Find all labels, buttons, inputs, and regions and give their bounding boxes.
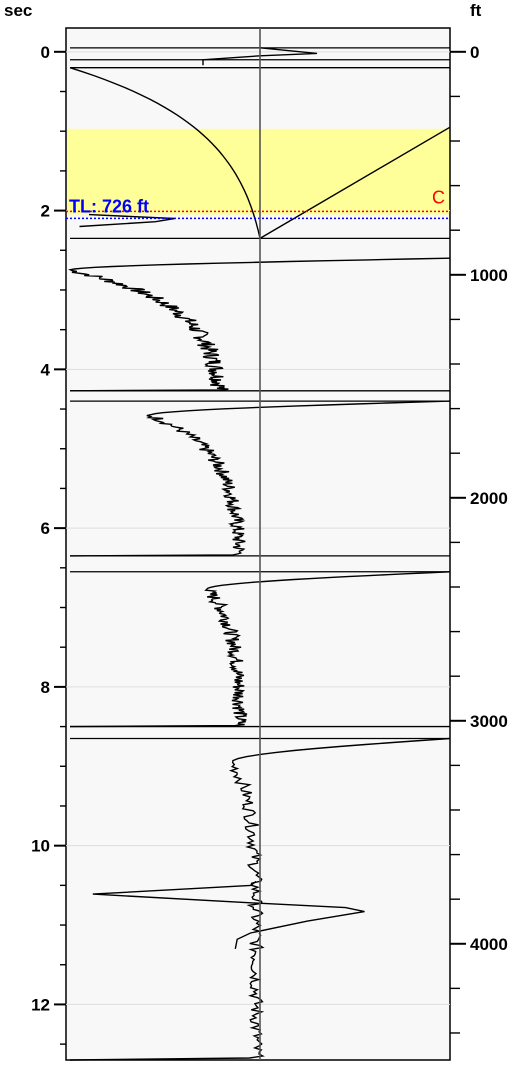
left-tick-label: 8 <box>41 678 50 697</box>
shaded-zone <box>67 128 449 215</box>
trace-wave <box>69 400 451 557</box>
trace-wave <box>68 257 451 392</box>
marker-label: TL: 726 ft <box>69 196 149 216</box>
right-tick-label: 4000 <box>470 935 508 954</box>
tl-marker: TL: 726 ft C <box>66 187 450 220</box>
right-axis-unit: ft <box>470 1 482 20</box>
trace-feature <box>79 213 175 228</box>
trace-decay <box>69 67 451 240</box>
left-axis-unit: sec <box>4 1 32 20</box>
left-tick-label: 0 <box>41 43 50 62</box>
shaded-zone-band <box>67 128 449 215</box>
marker-side-label: C <box>432 187 445 207</box>
right-tick-label: 3000 <box>470 712 508 731</box>
left-tick-label: 10 <box>31 837 50 856</box>
left-tick-label: 12 <box>31 995 50 1014</box>
left-tick-label: 4 <box>41 360 51 379</box>
right-tick-label: 0 <box>470 43 479 62</box>
trace-wave <box>69 571 451 728</box>
right-axis: 0 1000 2000 3000 4000 <box>450 43 508 1034</box>
left-tick-label: 6 <box>41 519 50 538</box>
right-tick-label: 1000 <box>470 266 508 285</box>
trace-feature <box>92 880 365 950</box>
right-tick-label: 2000 <box>470 489 508 508</box>
trace-wave <box>69 737 451 1061</box>
left-tick-label: 2 <box>41 202 50 221</box>
left-axis: 0 2 4 6 8 10 12 <box>31 43 66 1045</box>
